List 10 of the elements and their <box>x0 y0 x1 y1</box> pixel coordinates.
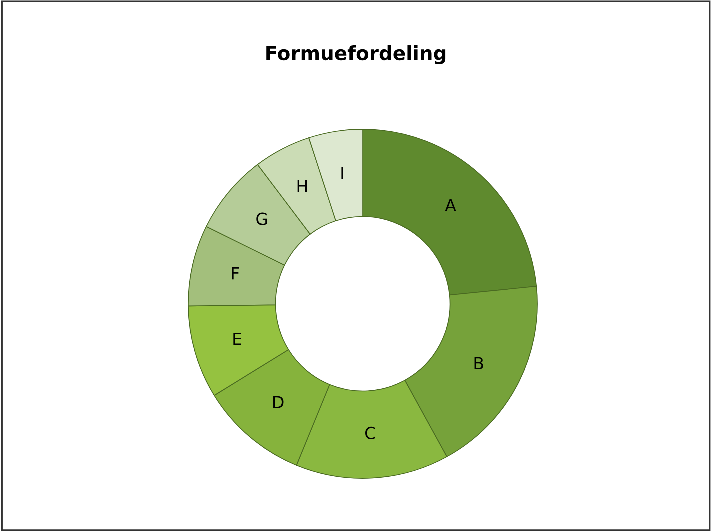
slice-label: I <box>342 167 344 180</box>
chart-title: Formuefordeling <box>266 46 446 64</box>
slice-label: F <box>232 267 240 280</box>
slice-label: D <box>274 396 284 408</box>
slice-label: G <box>256 212 268 226</box>
slice-label: B <box>474 357 484 370</box>
slice-label: A <box>445 199 456 212</box>
slice-label: E <box>234 332 242 346</box>
slice-label: H <box>298 180 308 193</box>
slice-label: C <box>366 426 376 440</box>
